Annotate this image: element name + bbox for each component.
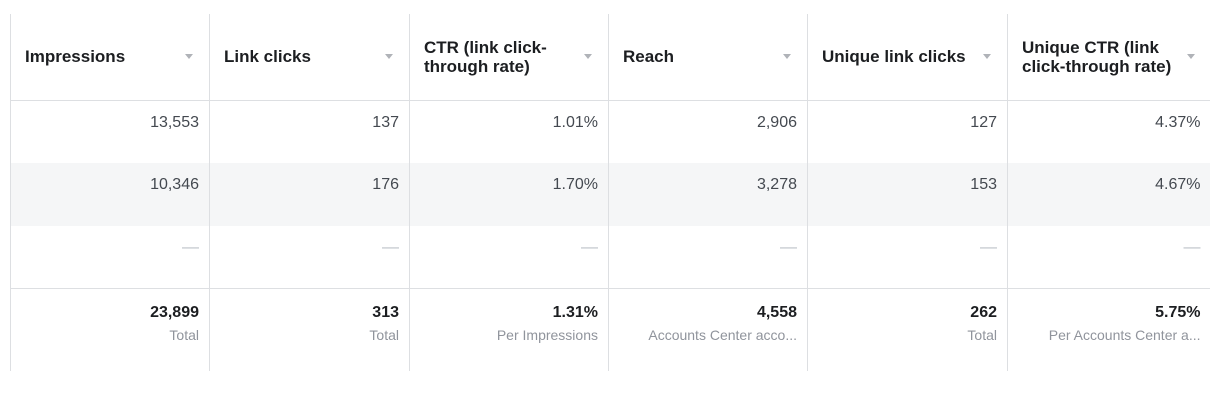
cell-impressions: — bbox=[10, 226, 210, 288]
chevron-down-icon[interactable] bbox=[385, 54, 393, 60]
totals-row: 23,899 Total 313 Total 1.31% Per Impress… bbox=[10, 287, 1210, 371]
cell-ctr: 1.70% bbox=[409, 163, 609, 226]
total-value: 313 bbox=[372, 303, 399, 321]
cell-link-clicks: 137 bbox=[209, 100, 410, 163]
chevron-down-icon[interactable] bbox=[1186, 54, 1195, 60]
total-impressions: 23,899 Total bbox=[10, 287, 210, 371]
cell-unique-ctr: — bbox=[1007, 226, 1210, 288]
column-header-ctr[interactable]: CTR (link click-through rate) bbox=[409, 14, 609, 101]
column-header-impressions[interactable]: Impressions bbox=[10, 14, 210, 101]
total-value: 23,899 bbox=[150, 303, 199, 321]
cell-reach: — bbox=[608, 226, 808, 288]
column-header-label: Impressions bbox=[25, 47, 126, 67]
column-header-reach[interactable]: Reach bbox=[608, 14, 808, 101]
cell-unique-ctr: 4.37% bbox=[1007, 100, 1210, 163]
total-value: 5.75% bbox=[1155, 303, 1201, 321]
cell-unique-link-clicks: — bbox=[807, 226, 1008, 288]
cell-impressions: 13,553 bbox=[10, 100, 210, 163]
cell-ctr: — bbox=[409, 226, 609, 288]
chevron-down-icon[interactable] bbox=[584, 54, 592, 60]
cell-unique-ctr: 4.67% bbox=[1007, 163, 1210, 226]
cell-reach: 2,906 bbox=[608, 100, 808, 163]
column-header-link-clicks[interactable]: Link clicks bbox=[209, 14, 410, 101]
cell-link-clicks: 176 bbox=[209, 163, 410, 226]
total-value: 4,558 bbox=[756, 303, 797, 321]
total-unique-ctr: 5.75% Per Accounts Center a... bbox=[1007, 287, 1210, 371]
cell-unique-link-clicks: 153 bbox=[807, 163, 1008, 226]
total-value: 262 bbox=[970, 303, 997, 321]
cell-reach: 3,278 bbox=[608, 163, 808, 226]
total-reach: 4,558 Accounts Center acco... bbox=[608, 287, 808, 371]
column-header-label: Link clicks bbox=[224, 47, 311, 67]
chevron-down-icon[interactable] bbox=[983, 54, 991, 60]
ads-metrics-table-container: Impressions Link clicks CTR (link click-… bbox=[10, 14, 1210, 371]
chevron-down-icon[interactable] bbox=[783, 54, 791, 60]
total-label: Per Accounts Center a... bbox=[1048, 326, 1201, 343]
total-label: Accounts Center acco... bbox=[648, 326, 797, 343]
cell-ctr: 1.01% bbox=[409, 100, 609, 163]
header-row: Impressions Link clicks CTR (link click-… bbox=[10, 14, 1210, 101]
ads-metrics-table: Impressions Link clicks CTR (link click-… bbox=[10, 14, 1210, 371]
table-row[interactable]: 10,346 176 1.70% 3,278 153 4.67% bbox=[10, 163, 1210, 226]
cell-link-clicks: — bbox=[209, 226, 410, 288]
cell-unique-link-clicks: 127 bbox=[807, 100, 1008, 163]
chevron-down-icon[interactable] bbox=[185, 54, 193, 60]
column-header-unique-link-clicks[interactable]: Unique link clicks bbox=[807, 14, 1008, 101]
total-label: Total bbox=[169, 326, 199, 343]
column-header-label: Reach bbox=[623, 47, 675, 67]
column-header-label: Unique link clicks bbox=[822, 47, 966, 67]
total-unique-link-clicks: 262 Total bbox=[807, 287, 1008, 371]
total-value: 1.31% bbox=[552, 303, 598, 321]
total-link-clicks: 313 Total bbox=[209, 287, 410, 371]
column-header-label: CTR (link click-through rate) bbox=[424, 37, 547, 76]
cell-impressions: 10,346 bbox=[10, 163, 210, 226]
table-row[interactable]: 13,553 137 1.01% 2,906 127 4.37% bbox=[10, 100, 1210, 163]
total-label: Total bbox=[967, 326, 997, 343]
total-ctr: 1.31% Per Impressions bbox=[409, 287, 609, 371]
column-header-label: Unique CTR (link click-through rate) bbox=[1022, 37, 1172, 76]
total-label: Total bbox=[369, 326, 399, 343]
total-label: Per Impressions bbox=[496, 326, 598, 343]
table-row[interactable]: — — — — — — bbox=[10, 226, 1210, 288]
column-header-unique-ctr[interactable]: Unique CTR (link click-through rate) bbox=[1007, 14, 1210, 101]
